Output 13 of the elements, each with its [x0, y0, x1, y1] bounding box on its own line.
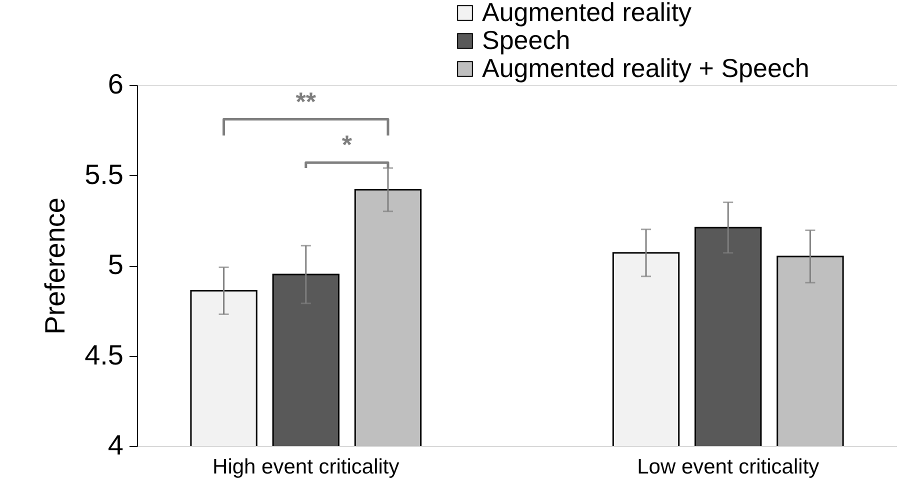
y-tick-label: 5 — [108, 249, 124, 280]
x-tick-label: High event criticality — [212, 456, 400, 478]
annotation: ** — [296, 86, 317, 116]
annotation: * — [342, 130, 353, 160]
y-tick-label: 6 — [108, 68, 124, 100]
x-tick-label: Low event criticality — [637, 456, 820, 478]
y-tick-label: 4 — [108, 430, 124, 460]
y-tick-label: 5.5 — [84, 158, 124, 190]
y-axis-title: Preference — [40, 198, 71, 334]
legend-label: Augmented reality — [482, 0, 692, 27]
y-tick-label: 4.5 — [84, 339, 124, 370]
legend-label: Augmented reality + Speech — [482, 53, 810, 83]
legend-label: Speech — [482, 25, 570, 55]
